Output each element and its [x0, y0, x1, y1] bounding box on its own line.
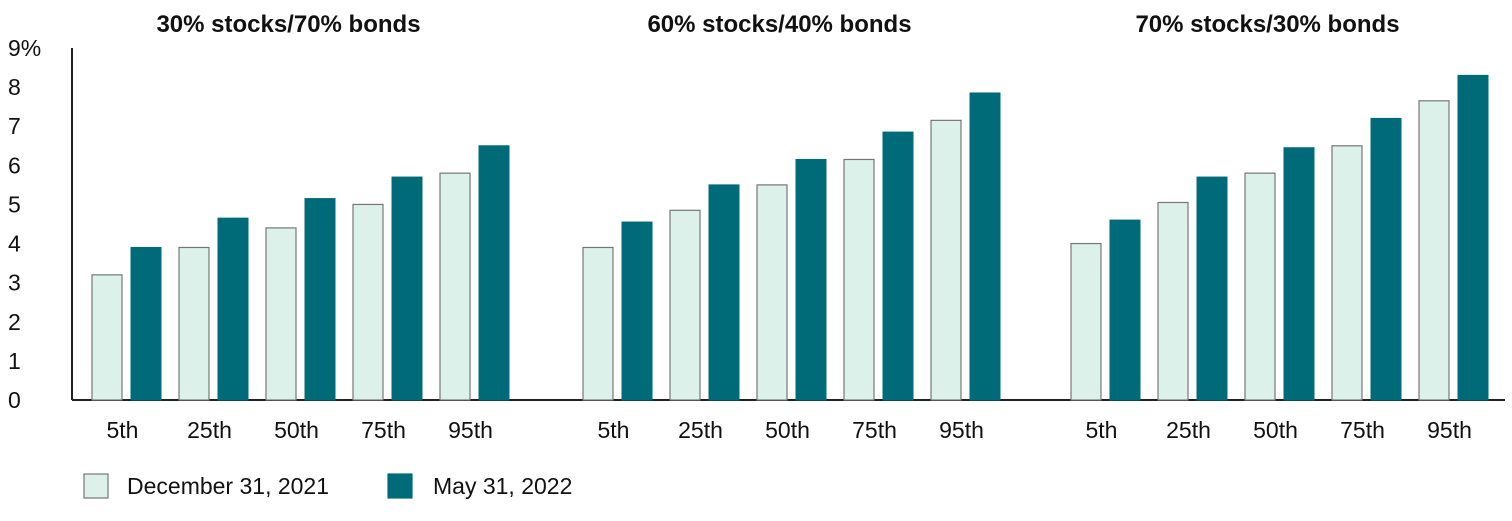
bar-dec-2021: [843, 158, 875, 401]
bar-may-2022: [391, 176, 423, 401]
group-title: 60% stocks/40% bonds: [647, 11, 911, 38]
bar-dec-2021: [582, 246, 614, 401]
bar-dec-2021: [669, 209, 701, 401]
bar-dec-2021: [1070, 242, 1102, 401]
bar-may-2022: [882, 131, 914, 401]
y-tick-label: 0: [8, 387, 21, 413]
bar-dec-2021: [756, 184, 788, 401]
legend-label: December 31, 2021: [127, 473, 329, 499]
bar-may-2022: [1109, 219, 1141, 401]
bar-may-2022: [130, 246, 162, 401]
bar-dec-2021: [352, 203, 384, 401]
y-tick-label: 9%: [8, 35, 41, 61]
bar-dec-2021: [439, 172, 471, 401]
bar-dec-2021: [1244, 172, 1276, 401]
category-label: 50th: [274, 417, 319, 443]
y-tick-label: 5: [8, 191, 21, 217]
bar-dec-2021: [178, 246, 210, 401]
legend-swatch: [387, 473, 413, 499]
y-tick-label: 1: [8, 348, 21, 374]
y-tick-label: 8: [8, 74, 21, 100]
category-label: 25th: [1166, 417, 1211, 443]
y-tick-label: 6: [8, 152, 21, 178]
category-label: 75th: [361, 417, 406, 443]
y-tick-label: 4: [8, 231, 21, 257]
bar-dec-2021: [1418, 100, 1450, 401]
legend-swatch: [83, 473, 109, 499]
bar-dec-2021: [1331, 145, 1363, 401]
category-label: 5th: [107, 417, 139, 443]
legend-label: May 31, 2022: [433, 473, 572, 499]
bar-may-2022: [969, 92, 1001, 401]
bar-dec-2021: [930, 119, 962, 401]
category-label: 95th: [448, 417, 493, 443]
category-label: 95th: [939, 417, 984, 443]
category-label: 25th: [187, 417, 232, 443]
category-label: 50th: [1253, 417, 1298, 443]
bar-dec-2021: [265, 227, 297, 401]
bar-may-2022: [708, 184, 740, 401]
category-label: 25th: [678, 417, 723, 443]
bar-dec-2021: [91, 274, 123, 401]
bar-may-2022: [1196, 176, 1228, 401]
bar-may-2022: [1370, 117, 1402, 401]
bar-may-2022: [621, 221, 653, 401]
y-tick-label: 3: [8, 270, 21, 296]
category-label: 75th: [1340, 417, 1385, 443]
category-label: 95th: [1427, 417, 1472, 443]
bar-may-2022: [795, 158, 827, 401]
group-title: 70% stocks/30% bonds: [1135, 11, 1399, 38]
bar-may-2022: [217, 217, 249, 401]
category-label: 5th: [1086, 417, 1118, 443]
y-tick-label: 2: [8, 309, 21, 335]
category-label: 50th: [765, 417, 810, 443]
bar-dec-2021: [1157, 201, 1189, 401]
y-tick-label: 7: [8, 113, 21, 139]
category-label: 75th: [852, 417, 897, 443]
bar-may-2022: [1283, 147, 1315, 401]
category-label: 5th: [598, 417, 630, 443]
bar-may-2022: [304, 198, 336, 401]
bar-may-2022: [478, 145, 510, 401]
bar-may-2022: [1457, 74, 1489, 401]
group-title: 30% stocks/70% bonds: [156, 11, 420, 38]
